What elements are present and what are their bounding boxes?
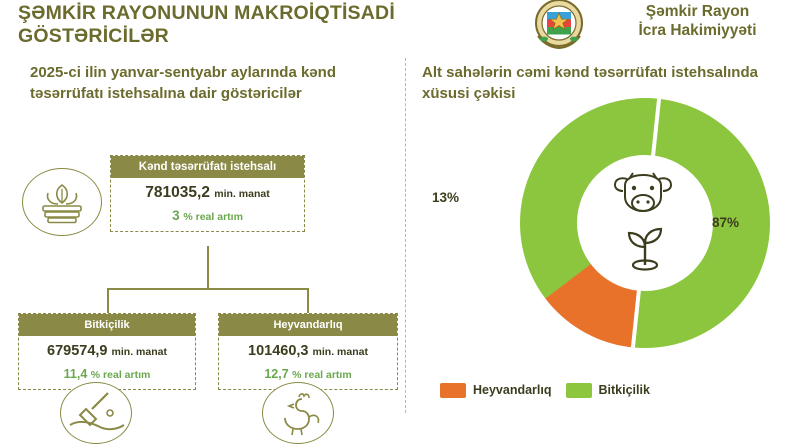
node-total-agriculture: Kənd təsərrüfatı istehsalı 781035,2 min.… [110, 155, 305, 232]
legend-swatch-bitkicilik [565, 382, 592, 398]
plant-seedbed-icon-badge [22, 168, 102, 236]
legend-swatch-heyvandarliq [440, 382, 466, 398]
cow-and-sprout-icons [613, 172, 673, 271]
legend-label-heyvandarliq: Heyvandarlıq [473, 383, 552, 397]
node-crop-production-header: Bitkiçilik [19, 314, 195, 336]
azerbaijan-state-emblem-icon [535, 0, 583, 50]
node-crop-production: Bitkiçilik 679574,9 min. manat 11,4 % re… [18, 313, 196, 390]
left-subtitle: 2025-ci ilin yanvar-sentyabr aylarında k… [30, 64, 336, 102]
pie-label-bitkicilik: 87% [712, 215, 740, 230]
connector-horizontal [107, 288, 308, 290]
chart-legend: Heyvandarlıq Bitkiçilik [440, 378, 780, 402]
node-total-agriculture-growth: 3 % real artım [172, 208, 243, 223]
node-livestock-production-growth: 12,7 % real artım [264, 367, 352, 381]
node-total-agriculture-body: 781035,2 min. manat 3 % real artım [111, 178, 304, 231]
page-header: ŞƏMKİR RAYONUNUN MAKROİQTİSADİ GÖSTƏRİCİ… [0, 0, 800, 52]
legend-item-heyvandarliq: Heyvandarlıq [440, 382, 552, 398]
rooster-icon [284, 393, 320, 436]
plant-seedbed-icon [42, 184, 82, 224]
node-crop-production-growth: 11,4 % real artım [63, 367, 151, 381]
page-title: ŞƏMKİR RAYONUNUN MAKROİQTİSADİ GÖSTƏRİCİ… [18, 2, 395, 47]
node-livestock-production-body: 101460,3 min. manat 12,7 % real artım [219, 336, 397, 389]
node-livestock-production-value: 101460,3 min. manat [248, 343, 368, 359]
org-title-line1: Şəmkir Rayon [645, 3, 750, 20]
org-title-line2: İcra Hakimiyyəti [638, 22, 757, 39]
pie-label-heyvandarliq: 13% [432, 190, 460, 205]
plant-sprout-icon [627, 227, 663, 271]
donut-chart [520, 98, 770, 348]
shovel-soil-icon [69, 392, 125, 431]
legend-item-bitkicilik: Bitkiçilik [565, 382, 650, 398]
connector-vertical-main [207, 246, 209, 288]
right-subtitle: Alt sahələrin cəmi kənd təsərrüfatı iste… [422, 64, 758, 102]
node-total-agriculture-value: 781035,2 min. manat [145, 184, 270, 201]
node-crop-production-body: 679574,9 min. manat 11,4 % real artım [19, 336, 195, 389]
node-total-agriculture-header: Kənd təsərrüfatı istehsalı [111, 156, 304, 178]
node-crop-production-value: 679574,9 min. manat [47, 343, 167, 359]
connector-vertical-left [107, 288, 109, 313]
rooster-icon-badge [262, 382, 334, 444]
cow-icon [613, 172, 673, 213]
node-livestock-production-header: Heyvandarlıq [219, 314, 397, 336]
vertical-divider [405, 58, 406, 413]
connector-vertical-right [307, 288, 309, 313]
organization-title: Şəmkir Rayon İcra Hakimiyyəti [600, 2, 795, 40]
shovel-soil-icon-badge [60, 382, 132, 444]
donut-hole [577, 155, 713, 291]
donut-center-icons [577, 155, 713, 291]
legend-label-bitkicilik: Bitkiçilik [598, 383, 650, 397]
node-livestock-production: Heyvandarlıq 101460,3 min. manat 12,7 % … [218, 313, 398, 390]
emblem-container [520, 0, 610, 50]
